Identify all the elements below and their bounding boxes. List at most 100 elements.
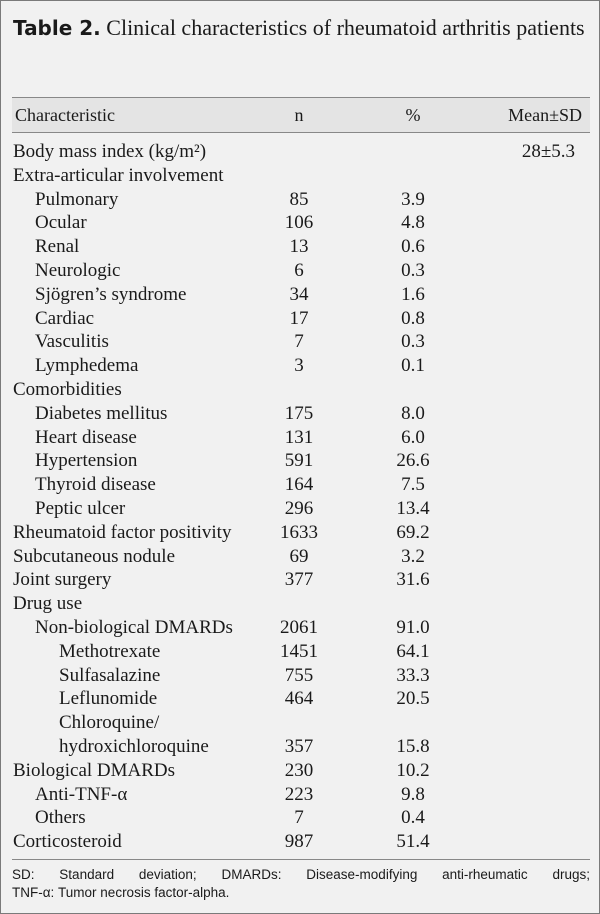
row-n: 34 — [289, 283, 309, 305]
row-label: Leflunomide — [59, 688, 158, 710]
row-n: 357 — [284, 735, 314, 757]
header-n: n — [294, 105, 304, 125]
row-percent: 31.6 — [396, 569, 430, 591]
row-percent: 8.0 — [401, 402, 425, 424]
row-label: Non-biological DMARDs — [35, 616, 233, 638]
row-percent: 0.1 — [401, 355, 425, 377]
table-row: Ocular 106 4.8 — [13, 211, 589, 235]
row-n: 164 — [284, 474, 314, 496]
row-label: Sjögren’s syndrome — [35, 283, 187, 305]
row-n: 13 — [289, 236, 309, 258]
row-label: Corticosteroid — [13, 831, 122, 853]
row-label: Others — [35, 807, 86, 829]
row-n: 6 — [294, 259, 304, 281]
row-label: Rheumatoid factor positivity — [13, 521, 232, 543]
table-row: Cardiac 17 0.8 — [13, 307, 589, 331]
row-percent: 15.8 — [396, 735, 430, 757]
row-n: 2061 — [280, 616, 318, 638]
row-label: Diabetes mellitus — [35, 402, 168, 424]
footnote-line-2: TNF-α: Tumor necrosis factor-alpha. — [12, 885, 230, 900]
row-mean-sd: 28±5.3 — [521, 141, 575, 162]
table-footnote: SD: Standard deviation; DMARDs: Disease-… — [12, 859, 590, 902]
row-label: Chloroquine/ — [59, 712, 160, 734]
row-n: 106 — [284, 212, 314, 234]
row-n: 1633 — [280, 521, 318, 543]
row-label: Drug use — [13, 593, 83, 615]
row-percent: 26.6 — [396, 450, 430, 472]
table-caption: Table 2. Clinical characteristics of rhe… — [13, 13, 589, 43]
row-percent: 3.2 — [401, 545, 425, 567]
footnote-line-1: SD: Standard deviation; DMARDs: Disease-… — [12, 867, 590, 882]
table-row: Anti-TNF-α 223 9.8 — [13, 783, 589, 807]
table-row: Non-biological DMARDs 2061 91.0 — [13, 616, 589, 640]
table-row: Peptic ulcer 296 13.4 — [13, 497, 589, 521]
row-label: Cardiac — [35, 307, 95, 329]
table-row: Vasculitis 7 0.3 — [13, 330, 589, 354]
table-row: Body mass index (kg/m²) 28±5.3 — [13, 140, 589, 164]
row-n: 17 — [289, 307, 309, 329]
row-n: 223 — [284, 783, 314, 805]
row-percent: 0.3 — [401, 259, 425, 281]
row-n: 987 — [284, 831, 314, 853]
table-row: Methotrexate 1451 64.1 — [13, 640, 589, 664]
header-mean-sd: Mean±SD — [508, 105, 582, 125]
table-row: Heart disease 131 6.0 — [13, 426, 589, 450]
header-percent: % — [405, 105, 421, 125]
row-percent: 6.0 — [401, 426, 425, 448]
row-n: 3 — [294, 355, 304, 377]
row-label: Anti-TNF-α — [35, 783, 128, 805]
table-row: Sjögren’s syndrome 34 1.6 — [13, 283, 589, 307]
row-n: 85 — [289, 188, 309, 210]
row-label: Biological DMARDs — [13, 759, 176, 781]
row-n: 296 — [284, 497, 314, 519]
row-percent: 69.2 — [396, 521, 430, 543]
row-percent: 20.5 — [396, 688, 430, 710]
table-row: Lymphedema 3 0.1 — [13, 354, 589, 378]
row-label: Sulfasalazine — [59, 664, 161, 686]
row-percent: 9.8 — [401, 783, 425, 805]
row-label: Hypertension — [35, 450, 138, 472]
row-percent: 13.4 — [396, 497, 430, 519]
table-row: Drug use — [13, 592, 589, 616]
row-percent: 1.6 — [401, 283, 425, 305]
table-row: Others 7 0.4 — [13, 806, 589, 830]
row-label: Heart disease — [35, 426, 137, 448]
row-percent: 10.2 — [396, 759, 430, 781]
table-row: Chloroquine/ — [13, 711, 589, 735]
row-percent: 51.4 — [396, 831, 430, 853]
table-row: Hypertension 591 26.6 — [13, 449, 589, 473]
table-row: Subcutaneous nodule 69 3.2 — [13, 545, 589, 569]
table-row: Rheumatoid factor positivity 1633 69.2 — [13, 521, 589, 545]
table-row: Renal 13 0.6 — [13, 235, 589, 259]
row-n: 175 — [284, 402, 314, 424]
row-label: Methotrexate — [59, 640, 161, 662]
table-title: Clinical characteristics of rheumatoid a… — [106, 15, 585, 40]
row-label: Joint surgery — [13, 569, 112, 591]
table-label: Table 2. — [13, 16, 101, 40]
row-percent: 0.8 — [401, 307, 425, 329]
row-percent: 33.3 — [396, 664, 430, 686]
row-label: Comorbidities — [13, 378, 122, 400]
table-row: Extra-articular involvement — [13, 164, 589, 188]
row-percent: 0.6 — [401, 236, 425, 258]
table-row: Neurologic 6 0.3 — [13, 259, 589, 283]
row-label: Peptic ulcer — [35, 497, 126, 519]
row-label: Neurologic — [35, 259, 121, 281]
table-row: Pulmonary 85 3.9 — [13, 188, 589, 212]
row-percent: 3.9 — [401, 188, 425, 210]
table-row: Biological DMARDs 230 10.2 — [13, 759, 589, 783]
row-percent: 91.0 — [396, 616, 430, 638]
row-label: Pulmonary — [35, 188, 119, 210]
row-label: Ocular — [35, 212, 87, 234]
row-label: Body mass index (kg/m²) — [13, 141, 207, 162]
table-row: hydroxichloroquine 357 15.8 — [13, 735, 589, 759]
table-row: Thyroid disease 164 7.5 — [13, 473, 589, 497]
header-characteristic: Characteristic — [15, 105, 115, 125]
row-n: 377 — [284, 569, 314, 591]
row-percent: 7.5 — [401, 474, 425, 496]
table-header: Characteristic n % Mean±SD — [12, 97, 590, 133]
table-body: Body mass index (kg/m²) 28±5.3 Extra-artic… — [13, 140, 589, 854]
row-percent: 0.4 — [401, 807, 425, 829]
row-label: Extra-articular involvement — [13, 164, 224, 186]
